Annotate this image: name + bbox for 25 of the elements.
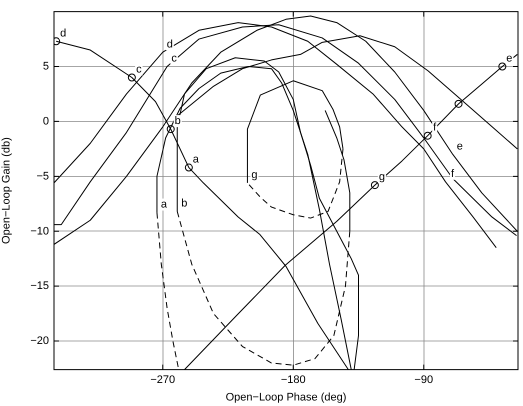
x-axis-title: Open−Loop Phase (deg): [226, 391, 346, 404]
annotation: f: [433, 122, 438, 134]
annotation: d: [60, 27, 66, 40]
y-tick-label: 5: [42, 60, 49, 73]
annotation: e: [506, 52, 512, 65]
y-tick-label: −15: [30, 280, 49, 292]
annotation: a: [192, 154, 200, 166]
y-tick-label: 0: [42, 115, 49, 128]
annotation: c: [136, 64, 142, 76]
annotation: c: [171, 52, 178, 65]
x-tick-label: −90: [414, 374, 434, 386]
y-axis-title: Open−Loop Gain (db): [0, 137, 13, 244]
y-tick-label: −10: [30, 225, 49, 238]
annotation: f: [450, 168, 455, 180]
annotation: g: [251, 168, 258, 181]
annotation: d: [166, 38, 173, 50]
y-tick-label: −5: [36, 170, 49, 182]
x-tick-label: −270: [150, 374, 176, 386]
annotation: b: [174, 115, 181, 128]
annotation: g: [378, 171, 385, 184]
annotation: a: [160, 198, 168, 211]
annotation: e: [456, 140, 463, 152]
y-tick-label: −20: [30, 335, 49, 348]
annotation: b: [181, 197, 188, 210]
x-tick-label: −180: [280, 374, 306, 386]
